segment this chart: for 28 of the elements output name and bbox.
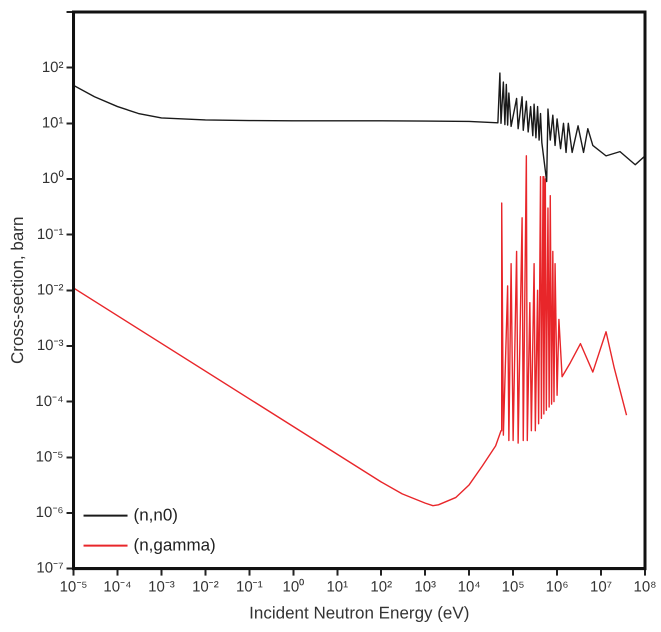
legend-label: (n,n0) bbox=[134, 505, 178, 524]
x-tick-label: 10⁶ bbox=[546, 578, 569, 596]
x-tick-label: 10⁻¹ bbox=[236, 578, 263, 596]
y-axis-title: Cross-section, barn bbox=[8, 216, 27, 364]
y-tick-label: 10⁻⁵ bbox=[36, 448, 64, 466]
y-tick-label: 10¹ bbox=[42, 114, 64, 132]
x-tick-label: 10⁻⁴ bbox=[103, 578, 132, 596]
legend-label: (n,gamma) bbox=[134, 535, 216, 554]
x-tick-label: 10⁰ bbox=[282, 578, 304, 596]
x-tick-label: 10⁴ bbox=[458, 578, 481, 596]
x-tick-label: 10⁻² bbox=[192, 578, 219, 596]
x-tick-label: 10³ bbox=[414, 578, 436, 596]
x-tick-label: 10⁻³ bbox=[148, 578, 175, 596]
y-tick-label: 10² bbox=[42, 58, 64, 76]
y-tick-label: 10⁻⁶ bbox=[36, 504, 64, 522]
y-tick-label: 10⁰ bbox=[42, 170, 64, 188]
y-tick-label: 10⁻⁷ bbox=[36, 560, 64, 577]
x-tick-label: 10⁸ bbox=[633, 578, 657, 596]
x-tick-label: 10² bbox=[370, 578, 392, 596]
y-tick-label: 10⁻³ bbox=[36, 337, 64, 354]
y-tick-label: 10⁻² bbox=[36, 281, 64, 298]
x-tick-label: 10¹ bbox=[326, 578, 348, 596]
y-tick-label: 10⁻¹ bbox=[36, 226, 64, 243]
x-tick-label: 10⁻⁵ bbox=[60, 578, 88, 596]
x-tick-label: 10⁵ bbox=[502, 578, 525, 596]
y-tick-label: 10⁻⁴ bbox=[35, 392, 64, 410]
x-axis-title: Incident Neutron Energy (eV) bbox=[249, 603, 470, 622]
x-tick-label: 10⁷ bbox=[590, 578, 612, 596]
